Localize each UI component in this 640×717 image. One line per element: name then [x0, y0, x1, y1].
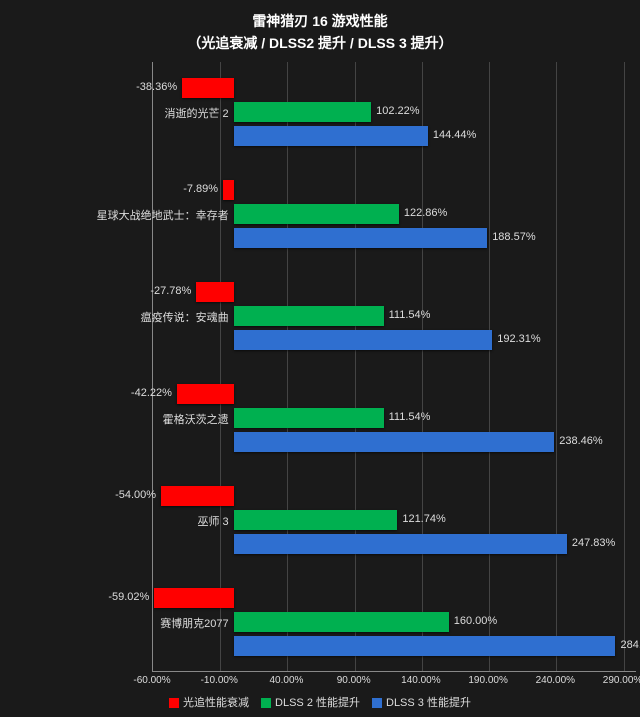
x-tick-label: 240.00%: [536, 675, 575, 686]
bar-value-label: 102.22%: [376, 105, 419, 117]
category-label: 瘟疫传说：安魂曲: [141, 309, 229, 325]
bar: [234, 432, 555, 452]
bar-value-label: 144.44%: [433, 129, 476, 141]
bar-value-label: 111.54%: [389, 411, 431, 423]
bar: [234, 204, 399, 224]
bar-value-label: -7.89%: [183, 183, 218, 195]
performance-chart: 雷神猎刃 16 游戏性能 （光追衰减 / DLSS2 提升 / DLSS 3 提…: [0, 0, 640, 717]
legend-label: DLSS 3 性能提升: [386, 697, 471, 709]
bar: [234, 102, 371, 122]
bar-value-label: 188.57%: [492, 231, 535, 243]
legend-item: DLSS 2 性能提升: [261, 694, 360, 710]
bar-value-label: -27.78%: [150, 285, 191, 297]
bar: [182, 78, 234, 98]
bar-value-label: 122.86%: [404, 207, 447, 219]
bar-value-label: -42.22%: [131, 387, 172, 399]
bar: [177, 384, 234, 404]
category-label: 巫师 3: [197, 513, 228, 529]
bar-value-label: 121.74%: [402, 513, 445, 525]
chart-title-line1: 雷神猎刃 16 游戏性能: [0, 10, 640, 32]
gridline: [220, 62, 221, 671]
bar-value-label: 238.46%: [559, 435, 602, 447]
bar-value-label: -38.36%: [136, 81, 177, 93]
x-tick-label: -60.00%: [133, 675, 170, 686]
gridline: [287, 62, 288, 671]
gridline: [355, 62, 356, 671]
bar: [161, 486, 234, 506]
bar: [234, 126, 428, 146]
legend-swatch: [261, 698, 271, 708]
bar: [223, 180, 234, 200]
bar-value-label: -54.00%: [115, 489, 156, 501]
x-tick-label: -10.00%: [201, 675, 238, 686]
chart-title: 雷神猎刃 16 游戏性能 （光追衰减 / DLSS2 提升 / DLSS 3 提…: [0, 10, 640, 55]
category-label: 霍格沃茨之遗: [163, 411, 229, 427]
bar: [234, 534, 567, 554]
gridline: [556, 62, 557, 671]
legend-label: 光追性能衰减: [183, 697, 249, 709]
gridline: [624, 62, 625, 671]
bar: [196, 282, 233, 302]
bar-value-label: 247.83%: [572, 537, 615, 549]
chart-title-line2: （光追衰减 / DLSS2 提升 / DLSS 3 提升）: [0, 32, 640, 54]
x-tick-label: 290.00%: [603, 675, 640, 686]
bar: [234, 408, 384, 428]
bar: [154, 588, 233, 608]
legend-item: 光追性能衰减: [169, 694, 249, 710]
x-tick-label: 90.00%: [337, 675, 371, 686]
x-tick-label: 40.00%: [269, 675, 303, 686]
bar: [234, 636, 616, 656]
legend-swatch: [372, 698, 382, 708]
category-label: 消逝的光芒 2: [164, 105, 228, 121]
plot-area: -38.36%102.22%144.44%-7.89%122.86%188.57…: [152, 62, 636, 672]
category-label: 星球大战绝地武士：幸存者: [97, 207, 229, 223]
legend-item: DLSS 3 性能提升: [372, 694, 471, 710]
legend: 光追性能衰减 DLSS 2 性能提升 DLSS 3 性能提升: [0, 694, 640, 710]
bar-value-label: -59.02%: [108, 591, 149, 603]
bar: [234, 306, 384, 326]
bar-value-label: 192.31%: [497, 333, 540, 345]
bar-value-label: 160.00%: [454, 615, 497, 627]
bar: [234, 612, 449, 632]
bar: [234, 228, 488, 248]
bar: [234, 330, 493, 350]
x-tick-label: 190.00%: [468, 675, 507, 686]
x-tick-label: 140.00%: [401, 675, 440, 686]
gridline: [422, 62, 423, 671]
category-label: 赛博朋克2077: [160, 615, 228, 631]
bar-value-label: 284.00%: [620, 639, 640, 651]
bar-value-label: 111.54%: [389, 309, 431, 321]
gridline: [489, 62, 490, 671]
legend-swatch: [169, 698, 179, 708]
legend-label: DLSS 2 性能提升: [275, 697, 360, 709]
x-axis: -60.00%-10.00%40.00%90.00%140.00%190.00%…: [152, 675, 636, 689]
bar: [234, 510, 398, 530]
